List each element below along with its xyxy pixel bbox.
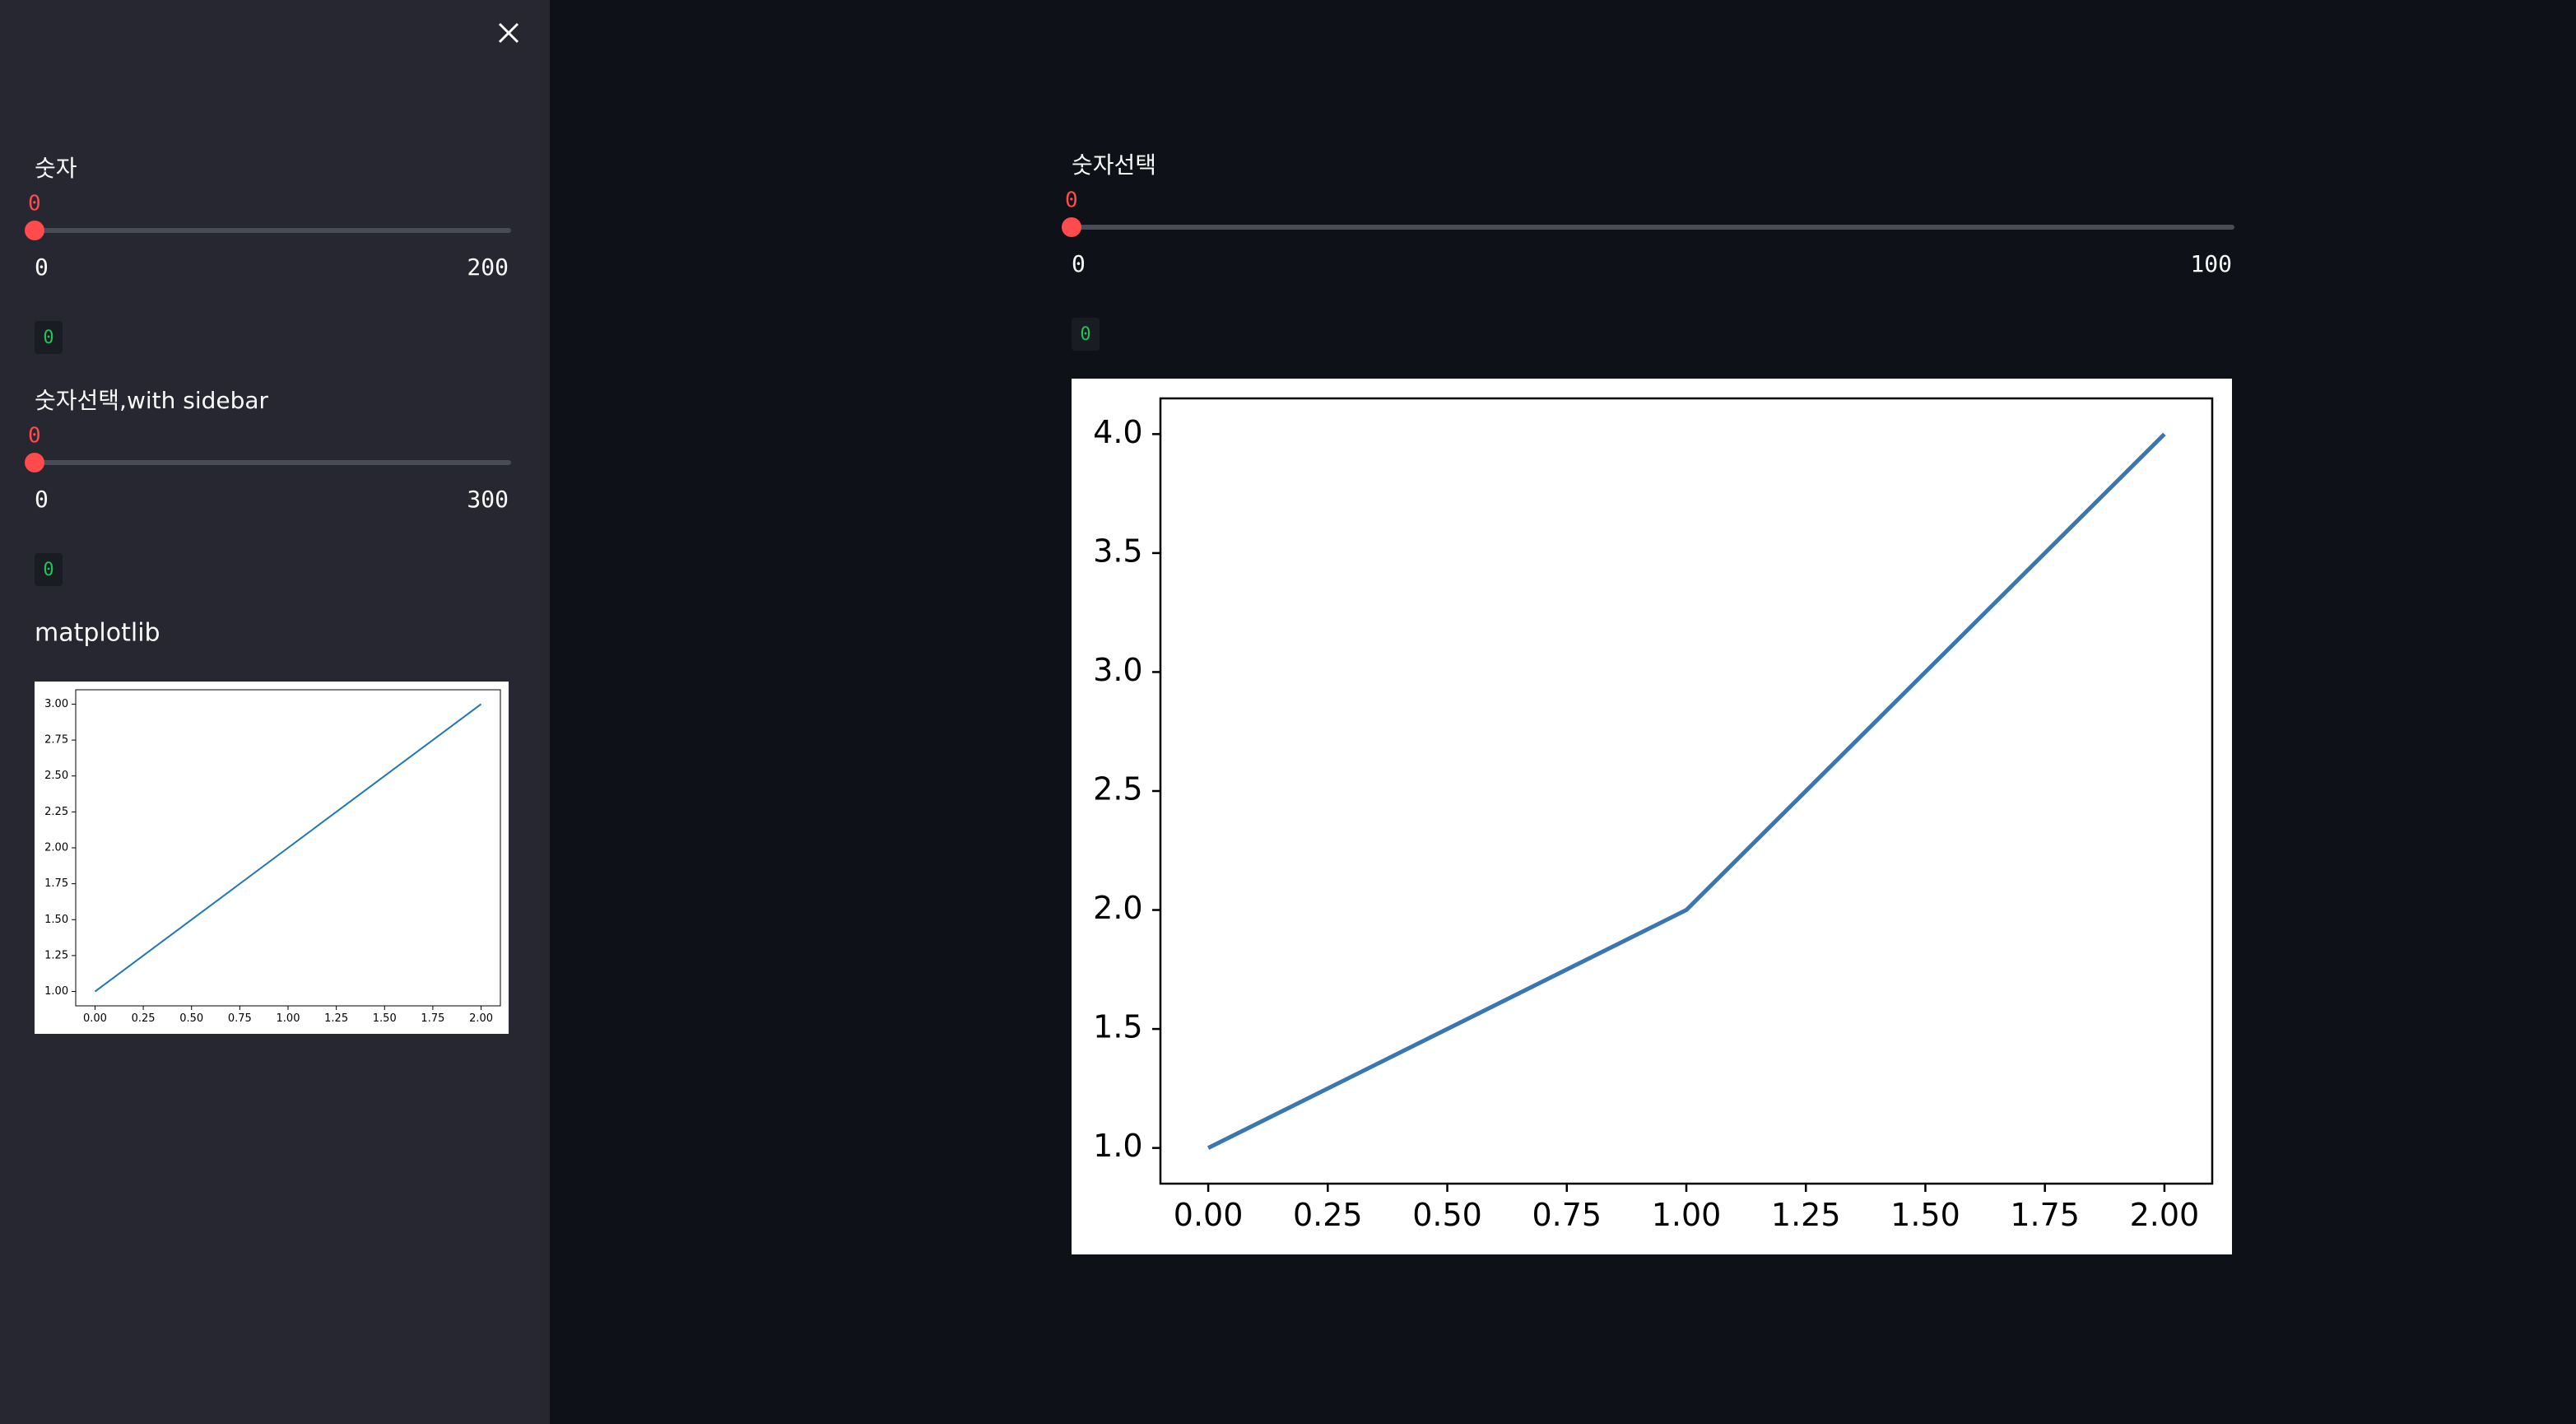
slider-min: 0 [35,254,49,281]
slider-min: 0 [1072,250,1086,277]
line [1207,432,2166,1150]
y-tick-label: 2.00 [44,842,68,854]
y-tick-label: 2.75 [44,734,68,747]
close-sidebar-button[interactable] [491,15,527,51]
slider-label: 숫자선택 [1072,151,1156,179]
x-tick-label: 2.00 [2130,1197,2200,1233]
output-value: 0 [43,328,53,348]
x-tick-label: 0.25 [132,1012,156,1025]
slider-min: 0 [35,486,49,513]
x-tick-label: 0.50 [1412,1197,1482,1233]
slider-label: 숫자 [35,155,77,182]
y-tick-label: 1.5 [1093,1009,1142,1045]
x-tick-label: 2.00 [469,1012,493,1025]
x-tick-label: 1.50 [373,1012,397,1025]
x-tick-label: 1.00 [277,1012,300,1025]
y-tick-label: 1.50 [44,914,68,926]
x-tick-label: 0.75 [228,1012,252,1025]
y-tick-label: 1.00 [44,985,68,998]
slider-value: 0 [28,192,41,216]
output-box [1072,318,1100,351]
y-tick-label: 3.0 [1093,652,1142,688]
output-value: 0 [1080,324,1090,345]
x-tick-label: 0.50 [179,1012,203,1025]
chart-background [35,682,509,1034]
slider-value: 0 [28,424,41,449]
chart-background [1072,379,2232,1254]
slider-max: 100 [2190,250,2232,277]
x-tick-label: 1.50 [1890,1197,1960,1233]
slider-max: 300 [467,486,509,513]
x-tick-label: 0.00 [1174,1197,1244,1233]
close-icon [498,22,519,44]
y-tick-label: 3.00 [44,698,68,710]
line [94,703,482,993]
slider-thumb[interactable] [1062,217,1081,237]
axes-frame [1159,397,2214,1185]
slider-thumb[interactable] [25,453,44,472]
slider-max: 200 [467,254,509,281]
x-tick-label: 0.00 [83,1012,107,1025]
y-tick-label: 1.75 [44,877,68,890]
x-tick-label: 1.00 [1652,1197,1722,1233]
x-tick-label: 1.25 [1771,1197,1841,1233]
output-box [35,321,63,354]
output-value: 0 [43,560,53,580]
y-tick-label: 2.25 [44,806,68,818]
subheader: matplotlib [35,619,160,648]
y-tick-label: 1.25 [44,949,68,961]
slider-label: 숫자선택,with sidebar [35,387,269,414]
y-tick-label: 1.0 [1093,1128,1142,1164]
axes-frame [75,689,501,1007]
y-tick-label: 2.5 [1093,771,1142,807]
y-tick-label: 3.5 [1093,533,1142,569]
y-tick-label: 4.0 [1093,414,1142,450]
x-tick-label: 0.75 [1532,1197,1602,1233]
x-tick-label: 1.75 [421,1012,444,1025]
slider-value: 0 [1065,188,1078,213]
x-tick-label: 1.25 [324,1012,348,1025]
slider-thumb[interactable] [25,221,44,240]
y-tick-label: 2.0 [1093,890,1142,926]
output-box [35,553,63,586]
y-tick-label: 2.50 [44,770,68,782]
x-tick-label: 0.25 [1293,1197,1363,1233]
x-tick-label: 1.75 [2010,1197,2080,1233]
